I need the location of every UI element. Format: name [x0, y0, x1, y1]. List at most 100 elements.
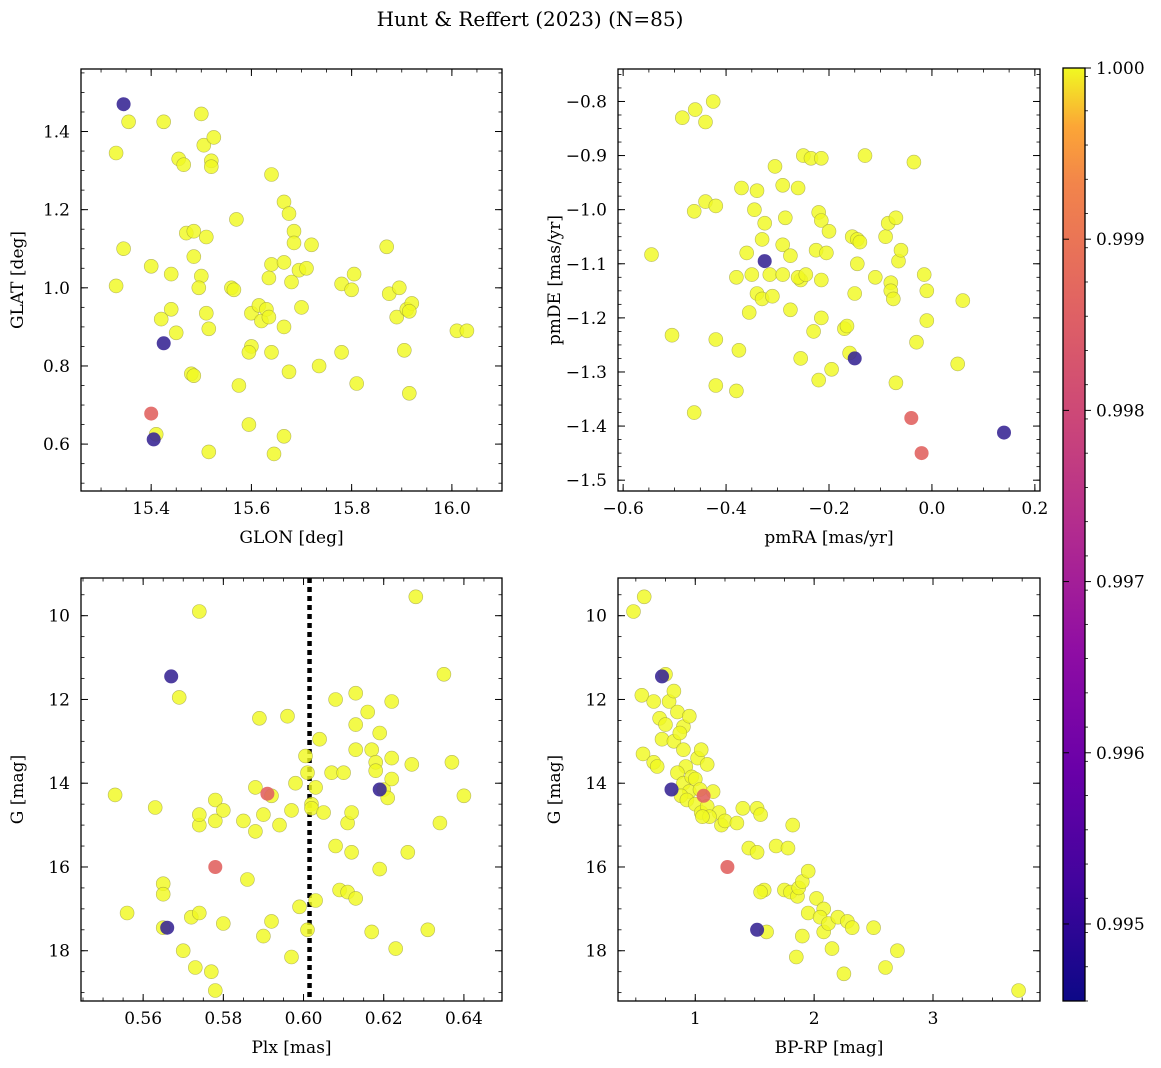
data-point [400, 844, 416, 860]
data-point [626, 604, 641, 619]
x-axis-label: GLON [deg] [239, 528, 343, 548]
data-point [191, 280, 207, 296]
data-point [396, 342, 412, 358]
data-point [384, 694, 400, 709]
data-point [783, 302, 798, 318]
data-point [919, 313, 935, 328]
data-point [360, 704, 376, 720]
data-point [775, 267, 791, 282]
data-point [372, 861, 388, 877]
data-point [878, 960, 893, 975]
data-point [196, 137, 212, 153]
data-point [720, 860, 735, 874]
data-point [344, 805, 359, 820]
data-point [844, 920, 860, 936]
data-point [312, 731, 327, 747]
data-point [646, 694, 662, 709]
data-point [699, 757, 715, 772]
data-point [186, 368, 202, 384]
data-point [878, 229, 893, 244]
data-point [155, 886, 171, 902]
data-point [893, 242, 909, 258]
data-point [281, 364, 297, 380]
data-point [171, 690, 187, 705]
data-point [836, 966, 852, 982]
colorbar-tick-label: 0.999 [1096, 230, 1145, 250]
data-point [757, 254, 772, 269]
data-point [955, 293, 971, 308]
data-point [806, 324, 821, 339]
y-tick-label: 12 [585, 690, 607, 710]
x-tick-label: −0.4 [705, 499, 746, 519]
y-tick-label: 0.8 [43, 357, 70, 377]
data-point [231, 378, 247, 393]
data-point [735, 800, 751, 816]
data-point [199, 305, 214, 321]
data-point [734, 180, 749, 196]
y-tick-label: −1.4 [566, 417, 607, 437]
data-point [739, 245, 755, 261]
data-point [708, 378, 724, 393]
data-point [304, 237, 319, 253]
data-point [839, 318, 855, 334]
data-point [790, 180, 806, 196]
data-point [188, 960, 203, 975]
data-point [168, 325, 184, 341]
data-point [919, 283, 935, 299]
data-point [821, 224, 837, 239]
data-point [252, 710, 267, 726]
data-point [793, 351, 809, 366]
data-point [757, 215, 773, 231]
data-point [775, 237, 791, 253]
data-point [156, 114, 171, 130]
data-point [379, 239, 395, 255]
x-tick-label: 15.8 [333, 499, 371, 519]
data-point [192, 905, 207, 921]
data-point [153, 311, 169, 327]
data-point [316, 805, 331, 820]
data-point [389, 309, 405, 325]
data-point [708, 332, 724, 347]
y-axis-label: GLAT [deg] [8, 231, 28, 329]
data-point [261, 309, 277, 325]
data-point [432, 815, 448, 831]
plot-frame [617, 577, 1041, 1002]
data-point [300, 922, 315, 938]
x-tick-label: 0.56 [124, 1009, 162, 1029]
data-point [256, 928, 271, 944]
y-tick-label: −0.8 [566, 92, 607, 112]
data-point [747, 202, 762, 217]
data-point [163, 301, 179, 317]
data-point [696, 788, 711, 803]
data-point [654, 731, 670, 747]
data-point [176, 157, 191, 172]
data-point [108, 145, 124, 161]
data-point [813, 272, 829, 288]
data-point [294, 300, 309, 315]
data-point [281, 206, 297, 221]
data-point [264, 257, 279, 272]
data-point [950, 356, 966, 372]
plot-frame [80, 68, 503, 492]
data-point [798, 267, 814, 282]
data-point [216, 916, 231, 931]
colorbar-tick-label: 0.998 [1096, 401, 1145, 421]
data-point [729, 815, 745, 831]
x-tick-label: 0.62 [365, 1009, 403, 1029]
data-point [204, 159, 219, 174]
data-point [436, 666, 452, 682]
data-point [1011, 983, 1026, 998]
data-point [749, 183, 765, 198]
data-point [208, 860, 223, 874]
data-point [160, 920, 175, 935]
data-point [391, 280, 407, 296]
data-point [847, 286, 863, 301]
data-point [334, 344, 349, 360]
y-tick-label: 18 [48, 942, 70, 962]
data-point [266, 446, 282, 462]
data-point [857, 148, 873, 163]
data-point [664, 327, 680, 343]
data-point [107, 787, 123, 803]
colorbar-tick-label: 0.997 [1096, 573, 1145, 593]
